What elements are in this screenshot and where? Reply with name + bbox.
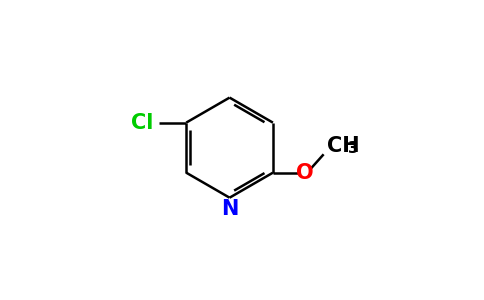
Text: CH: CH (328, 136, 360, 156)
Text: O: O (296, 163, 314, 183)
Text: Cl: Cl (131, 112, 153, 133)
Text: 3: 3 (348, 141, 358, 156)
Text: N: N (221, 199, 238, 219)
